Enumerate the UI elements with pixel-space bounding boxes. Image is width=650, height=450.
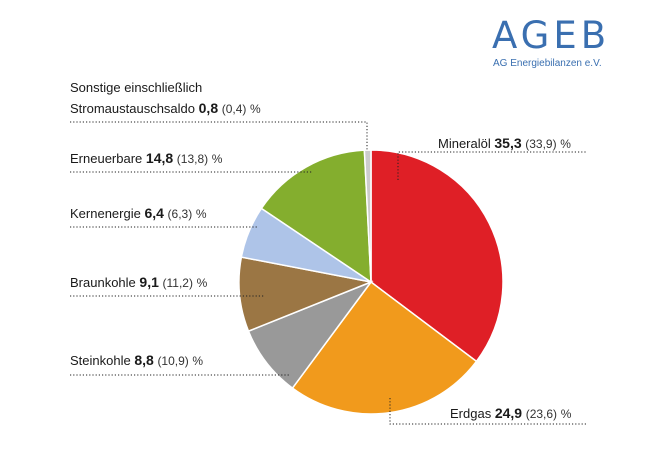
- leader-line-sonstige: [70, 121, 368, 150]
- label-sonstige-name: Stromaustauschsaldo: [70, 101, 196, 116]
- label-kernenergie-unit: %: [195, 207, 207, 221]
- label-braunkohle-value: 9,1: [139, 274, 159, 290]
- label-mineraloel-value: 35,3: [494, 135, 522, 151]
- label-sonstige-previous: (0,4): [221, 102, 247, 116]
- label-mineraloel: Mineralöl 35,3 (33,9) %: [438, 135, 571, 152]
- label-erneuerbare-unit: %: [211, 152, 223, 166]
- label-braunkohle-previous: (11,2): [162, 276, 193, 290]
- label-kernenergie-value: 6,4: [144, 205, 164, 221]
- pie-slice-sonstige: [363, 149, 372, 283]
- label-mineraloel-previous: (33,9): [525, 137, 557, 151]
- label-braunkohle-unit: %: [196, 276, 208, 290]
- label-erneuerbare-value: 14,8: [145, 150, 174, 166]
- label-erdgas-value: 24,9: [494, 405, 523, 421]
- label-kernenergie-name: Kernenergie: [70, 206, 141, 221]
- leader-line-erdgas: [389, 398, 586, 425]
- ageb-logo: AGEB: [492, 14, 611, 57]
- label-kernenergie: Kernenergie 6,4 (6,3) %: [70, 205, 207, 222]
- pie-slice-mineraloel: [370, 149, 504, 363]
- label-mineraloel-name: Mineralöl: [438, 136, 491, 151]
- label-sonstige: Stromaustauschsaldo 0,8 (0,4) %: [70, 100, 261, 117]
- label-braunkohle: Braunkohle 9,1 (11,2) %: [70, 274, 207, 291]
- label-erdgas-previous: (23,6): [525, 407, 558, 421]
- label-sonstige-value: 0,8: [198, 100, 219, 116]
- label-erneuerbare-name: Erneuerbare: [70, 151, 143, 166]
- label-braunkohle-name: Braunkohle: [70, 275, 136, 290]
- label-steinkohle: Steinkohle 8,8 (10,9) %: [70, 352, 203, 369]
- label-steinkohle-value: 8,8: [134, 352, 154, 368]
- label-erneuerbare: Erneuerbare 14,8 (13,8) %: [70, 150, 222, 167]
- label-erdgas-name: Erdgas: [450, 406, 492, 421]
- label-mineraloel-unit: %: [560, 137, 571, 151]
- label-steinkohle-name: Steinkohle: [70, 353, 131, 368]
- pie-slice-erneuerbare: [260, 149, 372, 284]
- pie-slice-erdgas: [291, 280, 478, 415]
- label-steinkohle-unit: %: [192, 354, 204, 368]
- label-kernenergie-previous: (6,3): [167, 207, 193, 221]
- label-erdgas: Erdgas 24,9 (23,6) %: [450, 405, 571, 422]
- label-erneuerbare-previous: (13,8): [176, 152, 209, 166]
- ageb-logo-subtitle: AG Energiebilanzen e.V.: [493, 58, 602, 69]
- label-steinkohle-previous: (10,9): [157, 354, 189, 368]
- label-sonstige-unit: %: [250, 102, 261, 116]
- label-erdgas-unit: %: [560, 407, 572, 421]
- label-sonstige-line1: Sonstige einschließlich: [70, 80, 203, 95]
